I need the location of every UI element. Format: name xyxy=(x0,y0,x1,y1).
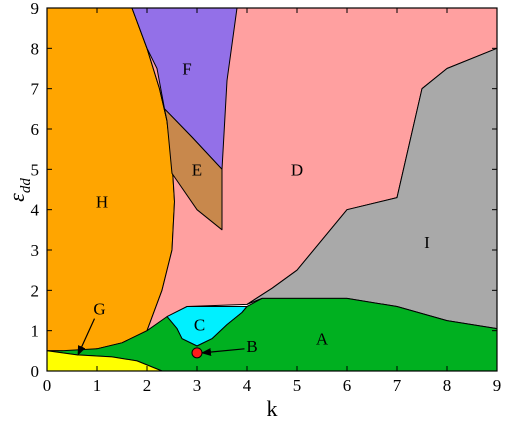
axis-ticks xyxy=(46,7,498,372)
y-tick-label: 9 xyxy=(31,0,40,18)
region-label-layer: H D F E I C A G B xyxy=(93,60,430,356)
x-tick-labels: 0 1 2 3 4 5 6 7 8 9 xyxy=(43,376,502,395)
y-tick-label: 3 xyxy=(31,241,40,260)
y-tick-label: 7 xyxy=(31,80,40,99)
region-label-i: I xyxy=(424,233,430,252)
y-tick-labels: 0 1 2 3 4 5 6 7 8 9 xyxy=(31,0,40,381)
y-tick-label: 5 xyxy=(31,160,40,179)
arrow-0 xyxy=(77,318,96,356)
y-tick-label: 8 xyxy=(31,39,40,58)
y-tick-label: 2 xyxy=(31,281,40,300)
x-tick-label: 7 xyxy=(393,376,402,395)
y-tick-label: 0 xyxy=(31,362,40,381)
x-tick-label: 5 xyxy=(293,376,302,395)
x-tick-label: 8 xyxy=(443,376,452,395)
y-tick-label: 4 xyxy=(31,201,40,220)
x-tick-label: 0 xyxy=(43,376,52,395)
region-label-e: E xyxy=(192,160,202,179)
y-axis-label: εdd xyxy=(4,178,34,202)
region-label-d: D xyxy=(291,160,303,179)
annotation-layer xyxy=(77,318,245,359)
region-e xyxy=(164,108,223,231)
x-tick-label: 9 xyxy=(493,376,502,395)
y-tick-label: 6 xyxy=(31,120,40,139)
x-tick-label: 6 xyxy=(343,376,352,395)
region-label-h: H xyxy=(96,193,108,212)
x-axis-label: k xyxy=(267,396,278,421)
region-label-a: A xyxy=(316,330,329,349)
y-axis-label-main: ε xyxy=(4,193,29,202)
y-tick-label: 1 xyxy=(31,322,40,341)
arrow-1 xyxy=(201,348,245,356)
x-tick-label: 2 xyxy=(143,376,152,395)
x-tick-label: 3 xyxy=(193,376,202,395)
region-label-g: G xyxy=(93,299,105,318)
x-tick-label: 4 xyxy=(243,376,252,395)
region-label-b: B xyxy=(246,337,257,356)
region-label-f: F xyxy=(182,60,191,79)
plot-frame xyxy=(46,7,498,372)
region-label-c: C xyxy=(194,316,205,335)
region-layer xyxy=(46,7,498,372)
y-axis-label-subscript: dd xyxy=(18,178,34,194)
point-b-marker xyxy=(191,347,203,359)
x-tick-label: 1 xyxy=(93,376,102,395)
